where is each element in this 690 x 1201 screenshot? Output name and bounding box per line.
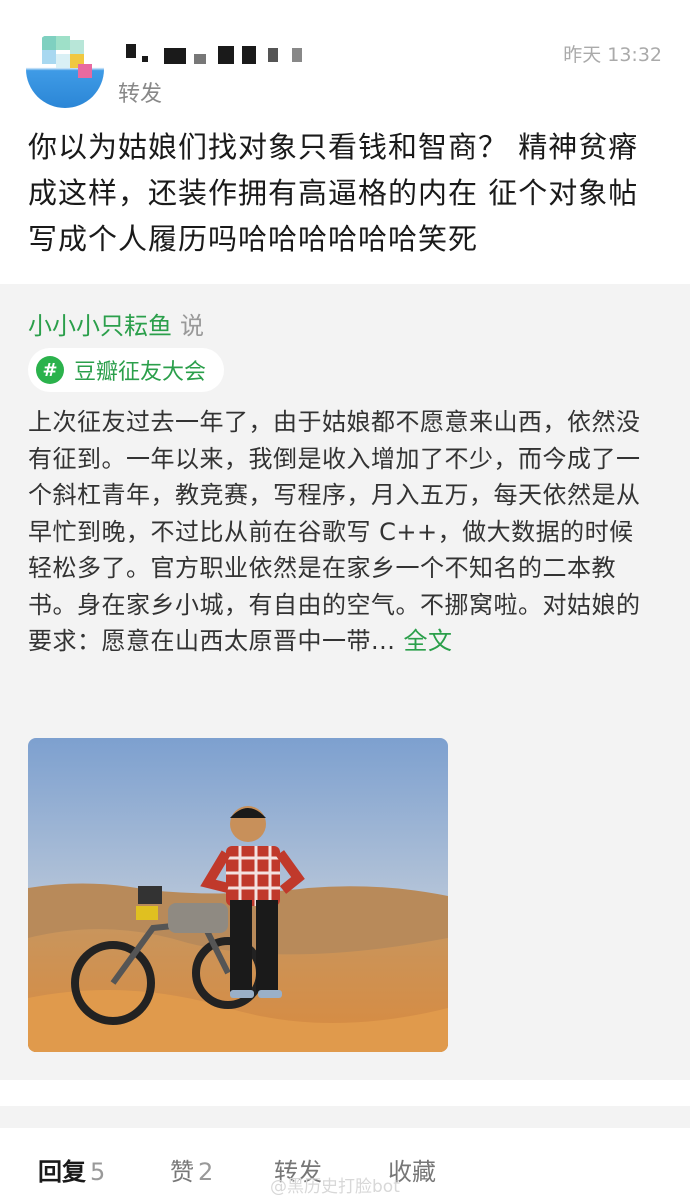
desert-motorcycle-photo: [28, 738, 448, 1052]
topic-tag-label: 豆瓣征友大会: [74, 360, 207, 385]
avatar-mosaic: [56, 54, 70, 68]
redacted-mark: [268, 48, 278, 62]
section-spacer: [0, 1080, 690, 1106]
avatar-mosaic: [78, 64, 92, 78]
avatar[interactable]: [26, 30, 104, 108]
like-tab-label: 赞: [170, 1158, 194, 1186]
like-count: 2: [198, 1158, 214, 1186]
topic-tag[interactable]: # 豆瓣征友大会: [28, 348, 225, 392]
avatar-mosaic: [70, 40, 84, 54]
redacted-mark: [142, 56, 148, 62]
section-divider: [0, 1106, 690, 1128]
post-header: 转发 昨天 13:32: [0, 0, 690, 118]
quote-body-text: 上次征友过去一年了，由于姑娘都不愿意来山西，依然没有征到。一年以来，我倒是收入增…: [28, 404, 658, 660]
redacted-mark: [126, 44, 136, 58]
redacted-mark: [194, 54, 206, 64]
collect-tab[interactable]: 收藏: [388, 1158, 436, 1186]
avatar-mosaic: [42, 50, 56, 64]
redacted-mark: [218, 46, 234, 64]
hashtag-icon: #: [36, 356, 64, 384]
post-timestamp: 昨天 13:32: [563, 44, 662, 66]
redacted-mark: [164, 48, 186, 64]
username-redacted[interactable]: [118, 36, 338, 66]
repost-tab[interactable]: 转发: [274, 1158, 322, 1186]
quote-author-name[interactable]: 小小小只耘鱼: [28, 312, 172, 340]
reply-tab-label: 回复: [38, 1158, 86, 1186]
quote-body-content: 上次征友过去一年了，由于姑娘都不愿意来山西，依然没有征到。一年以来，我倒是收入增…: [28, 408, 641, 655]
quoted-post[interactable]: 小小小只耘鱼说 # 豆瓣征友大会 上次征友过去一年了，由于姑娘都不愿意来山西，依…: [0, 284, 690, 1080]
reply-tab[interactable]: 回复 5: [38, 1152, 105, 1187]
redacted-mark: [242, 46, 256, 64]
repost-indicator: 转发: [118, 82, 163, 107]
watermark: @黑历史打脸bot: [270, 1177, 400, 1197]
quote-author-line: 小小小只耘鱼说: [28, 306, 204, 341]
post-body-text: 你以为姑娘们找对象只看钱和智商？ 精神贫瘠成这样，还装作拥有高逼格的内在 征个对…: [28, 130, 639, 256]
post-photo[interactable]: [28, 738, 448, 1052]
full-text-link[interactable]: 全文: [403, 627, 453, 655]
avatar-mosaic: [42, 36, 56, 50]
redacted-mark: [292, 48, 302, 62]
reply-count: 5: [90, 1158, 106, 1186]
avatar-mosaic: [56, 36, 70, 50]
quote-said-label: 说: [180, 312, 204, 340]
